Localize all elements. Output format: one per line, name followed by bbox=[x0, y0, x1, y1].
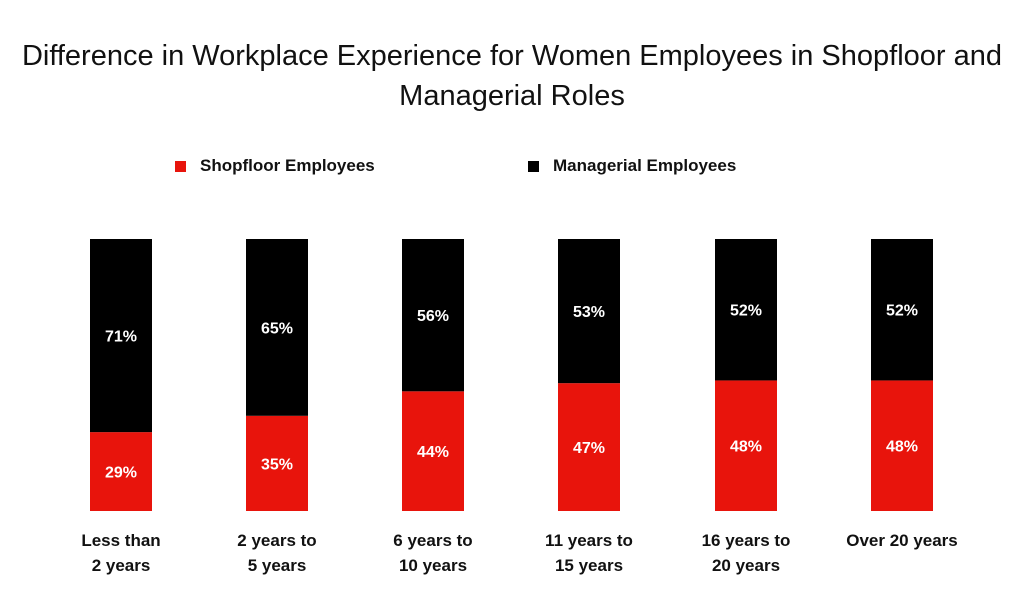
legend-item-shopfloor: Shopfloor Employees bbox=[175, 153, 375, 179]
legend: Shopfloor Employees Managerial Employees bbox=[0, 153, 1024, 179]
bar-shopfloor-5 bbox=[871, 380, 933, 511]
data-label-shopfloor-0: 29% bbox=[105, 465, 137, 482]
bar-managerial-2 bbox=[402, 239, 464, 392]
category-label-0: Less than 2 years bbox=[81, 531, 161, 575]
bar-managerial-5 bbox=[871, 239, 933, 381]
legend-swatch-managerial bbox=[528, 160, 539, 172]
bar-shopfloor-2 bbox=[402, 391, 464, 511]
data-label-managerial-4: 52% bbox=[730, 303, 762, 320]
category-label-1: 2 years to 5 years bbox=[237, 531, 317, 575]
data-label-shopfloor-1: 35% bbox=[261, 456, 293, 473]
data-label-managerial-5: 52% bbox=[886, 303, 918, 320]
legend-label-managerial: Managerial Employees bbox=[553, 156, 737, 175]
bar-managerial-0 bbox=[90, 239, 152, 433]
bar-shopfloor-3 bbox=[558, 383, 620, 511]
data-label-managerial-0: 71% bbox=[105, 329, 137, 346]
data-label-managerial-3: 53% bbox=[573, 304, 605, 321]
bar-shopfloor-1 bbox=[246, 415, 308, 511]
data-label-shopfloor-4: 48% bbox=[730, 439, 762, 456]
bar-shopfloor-4 bbox=[715, 380, 777, 511]
category-label-4: 16 years to 20 years bbox=[701, 531, 791, 575]
category-label-2: 6 years to 10 years bbox=[393, 531, 473, 575]
data-label-managerial-2: 56% bbox=[417, 308, 449, 325]
bar-managerial-3 bbox=[558, 239, 620, 384]
bar-managerial-1 bbox=[246, 239, 308, 416]
data-label-shopfloor-3: 47% bbox=[573, 440, 605, 457]
legend-label-shopfloor: Shopfloor Employees bbox=[200, 156, 375, 175]
data-label-shopfloor-5: 48% bbox=[886, 439, 918, 456]
legend-item-managerial: Managerial Employees bbox=[528, 153, 736, 179]
data-label-managerial-1: 65% bbox=[261, 320, 293, 337]
data-label-shopfloor-2: 44% bbox=[417, 444, 449, 461]
category-label-5: Over 20 years bbox=[846, 531, 958, 550]
chart-title: Difference in Workplace Experience for W… bbox=[21, 40, 1003, 112]
category-label-3: 11 years to 15 years bbox=[545, 531, 633, 575]
legend-swatch-shopfloor bbox=[175, 160, 186, 172]
bar-managerial-4 bbox=[715, 239, 777, 381]
bar-shopfloor-0 bbox=[90, 432, 152, 511]
